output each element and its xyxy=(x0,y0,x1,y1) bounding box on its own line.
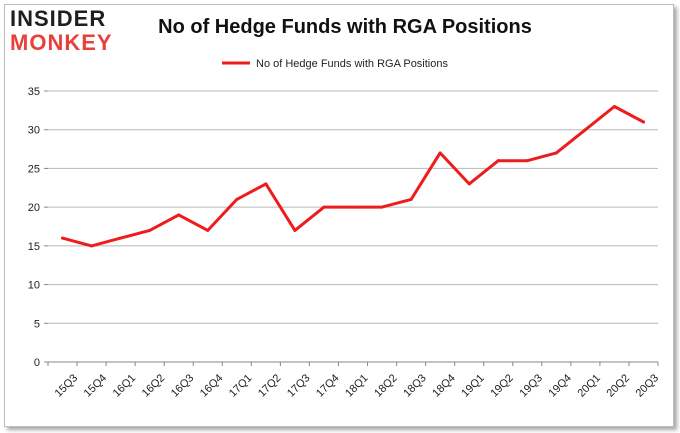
x-axis-ticks: 15Q3 15Q4 16Q1 16Q2 16Q3 16Q4 17Q1 17Q2 17Q3 17Q4… xyxy=(47,362,662,400)
data-point-16Q1 xyxy=(119,236,123,240)
data-point-18Q2 xyxy=(380,205,384,209)
series-line-0 xyxy=(61,105,645,248)
x-tick-label-17Q3: 17Q3 xyxy=(285,372,313,400)
y-tick-label-10: 10 xyxy=(28,280,40,292)
x-tick-label-19Q3: 19Q3 xyxy=(517,372,545,400)
y-tick-label-35: 35 xyxy=(28,86,40,98)
data-point-17Q2 xyxy=(264,182,268,186)
data-point-16Q3 xyxy=(177,213,181,217)
y-tick-label-0: 0 xyxy=(34,357,40,369)
logo-text-insider: INSIDER xyxy=(10,6,107,31)
x-tick-label-17Q1: 17Q1 xyxy=(227,372,255,400)
y-tick-label-15: 15 xyxy=(28,241,40,253)
y-tick-label-25: 25 xyxy=(28,163,40,175)
legend-label: No of Hedge Funds with RGA Positions xyxy=(256,58,448,70)
data-point-15Q3 xyxy=(61,236,65,240)
x-tick-label-18Q4: 18Q4 xyxy=(430,372,458,400)
data-point-20Q2 xyxy=(612,104,616,108)
grid-lines xyxy=(48,90,658,363)
x-tick-label-16Q1: 16Q1 xyxy=(111,372,139,400)
x-tick-label-19Q2: 19Q2 xyxy=(488,372,516,400)
series-layer xyxy=(61,104,645,248)
y-tick-label-20: 20 xyxy=(28,202,40,214)
data-point-19Q2 xyxy=(496,159,500,163)
data-point-19Q1 xyxy=(467,182,471,186)
x-tick-label-16Q3: 16Q3 xyxy=(169,372,197,400)
y-axis-ticks: 0 5 10 15 20 25 30 35 xyxy=(28,86,48,369)
x-tick-label-17Q2: 17Q2 xyxy=(256,372,284,400)
data-point-18Q4 xyxy=(438,151,442,155)
legend: No of Hedge Funds with RGA Positions xyxy=(222,58,448,70)
data-point-16Q4 xyxy=(206,228,210,232)
x-tick-label-15Q4: 15Q4 xyxy=(82,372,110,400)
y-tick-label-5: 5 xyxy=(34,318,40,330)
x-tick-label-20Q1: 20Q1 xyxy=(575,372,603,400)
x-tick-label-20Q3: 20Q3 xyxy=(634,372,662,400)
data-point-17Q1 xyxy=(235,197,239,201)
data-point-18Q1 xyxy=(351,205,355,209)
data-point-20Q3 xyxy=(641,120,645,124)
x-tick-label-16Q2: 16Q2 xyxy=(140,372,168,400)
data-point-18Q3 xyxy=(409,197,413,201)
x-tick-label-18Q2: 18Q2 xyxy=(372,372,400,400)
chart-title: No of Hedge Funds with RGA Positions xyxy=(158,16,532,38)
data-point-19Q4 xyxy=(554,151,558,155)
x-tick-label-15Q3: 15Q3 xyxy=(53,372,81,400)
data-point-15Q4 xyxy=(90,244,94,248)
logo-text-monkey: MONKEY xyxy=(10,30,113,55)
x-tick-label-18Q1: 18Q1 xyxy=(343,372,371,400)
data-point-20Q1 xyxy=(583,128,587,132)
data-point-16Q2 xyxy=(148,228,152,232)
data-point-19Q3 xyxy=(525,159,529,163)
x-tick-label-16Q4: 16Q4 xyxy=(198,372,226,400)
x-tick-label-19Q1: 19Q1 xyxy=(459,372,487,400)
x-tick-label-17Q4: 17Q4 xyxy=(314,372,342,400)
data-point-17Q4 xyxy=(322,205,326,209)
chart-frame xyxy=(4,4,674,427)
x-tick-label-19Q4: 19Q4 xyxy=(546,372,574,400)
x-tick-label-18Q3: 18Q3 xyxy=(401,372,429,400)
data-point-17Q3 xyxy=(293,228,297,232)
x-tick-label-20Q2: 20Q2 xyxy=(605,372,633,400)
insider-monkey-logo: INSIDER MONKEY xyxy=(10,6,128,56)
y-tick-label-30: 30 xyxy=(28,125,40,137)
